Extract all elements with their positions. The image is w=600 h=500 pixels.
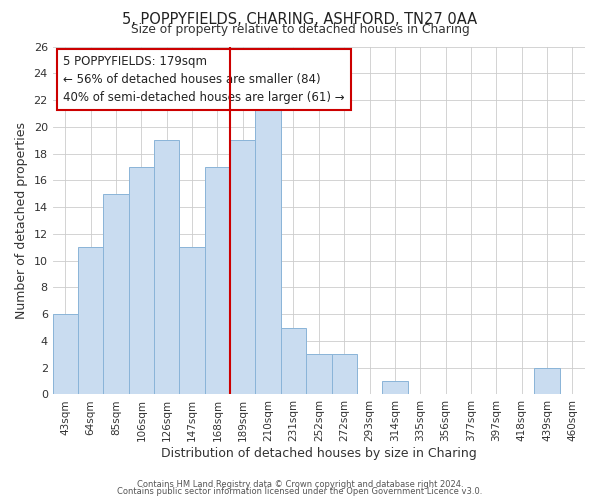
Bar bbox=[53, 314, 78, 394]
Bar bbox=[332, 354, 357, 395]
Bar bbox=[205, 167, 230, 394]
Bar bbox=[179, 247, 205, 394]
Text: 5 POPPYFIELDS: 179sqm
← 56% of detached houses are smaller (84)
40% of semi-deta: 5 POPPYFIELDS: 179sqm ← 56% of detached … bbox=[64, 55, 345, 104]
Text: Size of property relative to detached houses in Charing: Size of property relative to detached ho… bbox=[131, 22, 469, 36]
Bar bbox=[129, 167, 154, 394]
Bar bbox=[535, 368, 560, 394]
Text: Contains HM Land Registry data © Crown copyright and database right 2024.: Contains HM Land Registry data © Crown c… bbox=[137, 480, 463, 489]
Text: Contains public sector information licensed under the Open Government Licence v3: Contains public sector information licen… bbox=[118, 487, 482, 496]
Bar bbox=[103, 194, 129, 394]
Text: 5, POPPYFIELDS, CHARING, ASHFORD, TN27 0AA: 5, POPPYFIELDS, CHARING, ASHFORD, TN27 0… bbox=[122, 12, 478, 26]
Y-axis label: Number of detached properties: Number of detached properties bbox=[15, 122, 28, 319]
Bar bbox=[306, 354, 332, 395]
Bar bbox=[281, 328, 306, 394]
Bar bbox=[154, 140, 179, 394]
Bar bbox=[382, 381, 407, 394]
Bar bbox=[256, 100, 281, 394]
Bar bbox=[230, 140, 256, 394]
X-axis label: Distribution of detached houses by size in Charing: Distribution of detached houses by size … bbox=[161, 447, 477, 460]
Bar bbox=[78, 247, 103, 394]
